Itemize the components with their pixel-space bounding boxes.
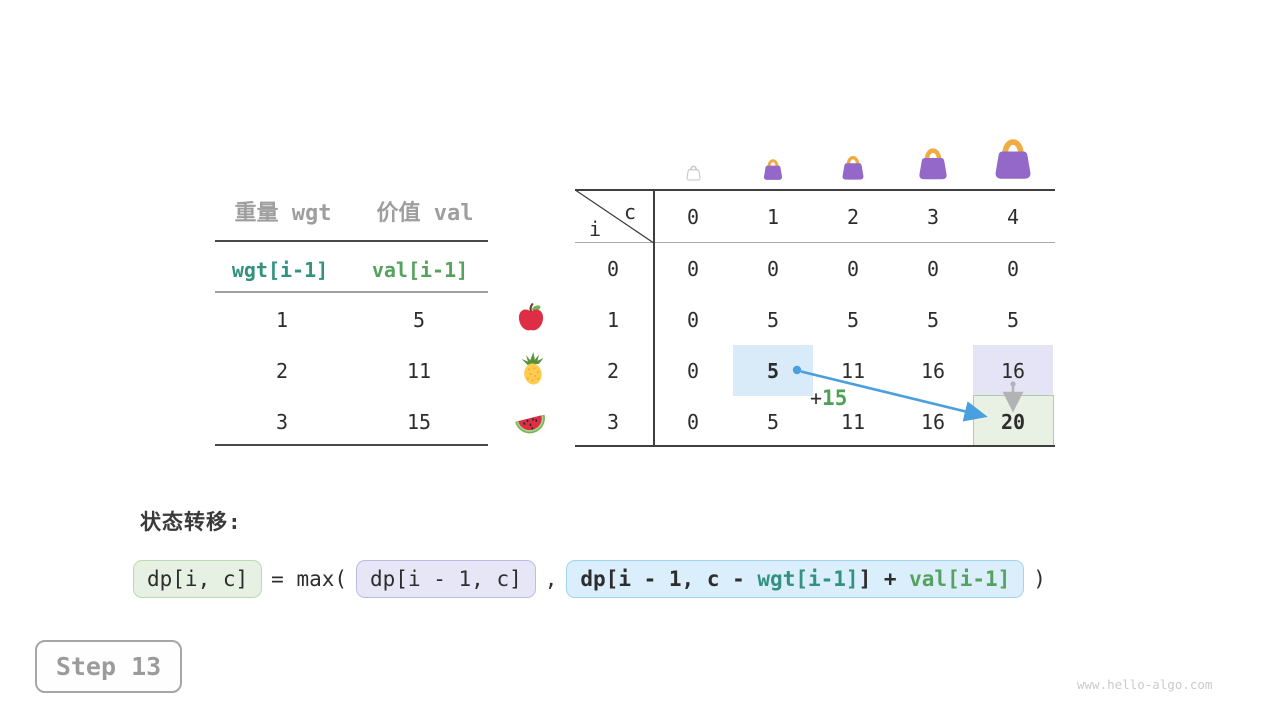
dp-cell-1-1: 5 — [766, 307, 780, 332]
dp-row-header-2: 2 — [606, 358, 620, 383]
dp-cell-1-4: 5 — [1006, 307, 1020, 332]
formula-comma: , — [544, 567, 558, 591]
formula-arg2-part2: ] + — [858, 567, 910, 591]
corner-row-var: i — [589, 217, 602, 241]
dp-col-header-2: 2 — [846, 204, 860, 229]
item-table-col-value-header: 价值 val — [376, 201, 474, 226]
dp-cell-0-1: 0 — [766, 256, 780, 281]
item-table-col-weight-header: 重量 wgt — [234, 201, 332, 226]
transition-section-label: 状态转移: — [140, 510, 242, 534]
dp-cell-3-3: 16 — [920, 409, 946, 434]
dp-row-header-3: 3 — [606, 409, 620, 434]
dp-table-bottom-rule — [575, 445, 1055, 447]
bag-sm-icon — [839, 151, 867, 185]
dp-row-header-0: 0 — [606, 256, 620, 281]
dp-cell-3-0: 0 — [686, 409, 700, 434]
dp-col-header-1: 1 — [766, 204, 780, 229]
item-table-wgt-formula: wgt[i-1] — [231, 258, 329, 282]
item-row-3-value: 15 — [406, 410, 432, 434]
item-table-header-rule — [215, 240, 488, 242]
dp-cell-0-2: 0 — [846, 256, 860, 281]
dp-cell-2-3: 16 — [920, 358, 946, 383]
item-table-mid-rule — [215, 291, 488, 293]
dp-cell-1-3: 5 — [926, 307, 940, 332]
item-row-2-value: 11 — [406, 359, 432, 383]
bag-xs-icon — [761, 155, 785, 185]
dp-cell-2-1: 5 — [766, 358, 780, 383]
item-row-1-weight: 1 — [275, 308, 289, 332]
dp-table-top-rule — [575, 189, 1055, 191]
formula-arg2-part1: dp[i - 1, c - — [580, 567, 758, 591]
corner-col-var: c — [624, 200, 637, 224]
step-indicator: Step 13 — [35, 640, 182, 693]
formula-arg1-box: dp[i - 1, c] — [356, 560, 536, 598]
apple-icon — [515, 302, 547, 338]
formula-equals-max: = max( — [271, 567, 348, 591]
corner-diagonal-line — [575, 189, 654, 244]
formula-arg2-val: val[i-1] — [909, 567, 1011, 591]
added-value: 15 — [822, 386, 848, 410]
item-table-bottom-rule — [215, 444, 488, 446]
formula-close-paren: ) — [1033, 567, 1046, 591]
item-row-3-weight: 3 — [275, 410, 289, 434]
transition-formula: dp[i, c] = max( dp[i - 1, c] , dp[i - 1,… — [133, 560, 1046, 598]
bag-empty-icon — [685, 162, 702, 185]
dp-cell-2-4: 16 — [1000, 358, 1026, 383]
bag-md-icon — [915, 142, 951, 185]
watermelon-icon — [513, 404, 548, 442]
dp-col-header-4: 4 — [1006, 204, 1020, 229]
formula-lhs-box: dp[i, c] — [133, 560, 263, 598]
bag-lg-icon — [990, 131, 1036, 185]
pineapple-icon — [516, 351, 549, 390]
dp-col-header-3: 3 — [926, 204, 940, 229]
dp-table-header-rule — [575, 242, 1055, 243]
transition-add-annotation: +15 — [810, 386, 847, 410]
item-table-val-formula: val[i-1] — [371, 258, 469, 282]
formula-arg2-wgt: wgt[i-1] — [757, 567, 859, 591]
plus-sign: + — [810, 386, 823, 410]
item-row-2-weight: 2 — [275, 359, 289, 383]
dp-cell-0-0: 0 — [686, 256, 700, 281]
dp-cell-2-0: 0 — [686, 358, 700, 383]
watermark: www.hello-algo.com — [1077, 677, 1213, 692]
dp-cell-0-3: 0 — [926, 256, 940, 281]
dp-cell-1-2: 5 — [846, 307, 860, 332]
item-row-1-value: 5 — [412, 308, 426, 332]
dp-table-vertical-rule — [653, 189, 655, 447]
dp-cell-3-1: 5 — [766, 409, 780, 434]
dp-row-header-1: 1 — [606, 307, 620, 332]
dp-cell-1-0: 0 — [686, 307, 700, 332]
formula-arg2-box: dp[i - 1, c - wgt[i-1]] + val[i-1] — [566, 560, 1025, 598]
dp-col-header-0: 0 — [686, 204, 700, 229]
dp-cell-3-4: 20 — [1000, 409, 1026, 434]
dp-cell-0-4: 0 — [1006, 256, 1020, 281]
